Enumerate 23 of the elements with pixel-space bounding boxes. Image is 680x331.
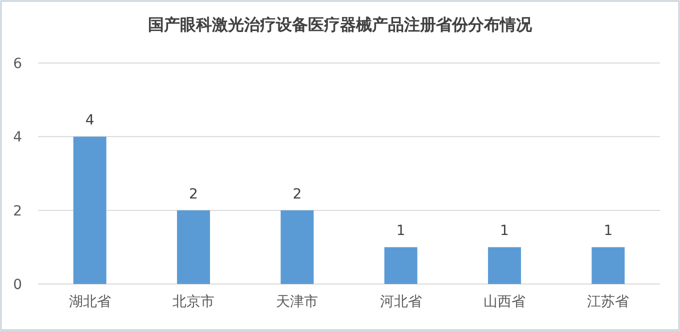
data-label: 2 [292, 186, 302, 202]
y-tick-label: 6 [13, 56, 22, 72]
bar [384, 247, 418, 284]
y-tick-label: 2 [13, 203, 22, 220]
bar [73, 136, 106, 284]
data-label: 1 [396, 223, 406, 240]
bar [280, 210, 314, 284]
chart-title: 国产眼科激光治疗设备医疗器械产品注册省份分布情况 [148, 15, 533, 34]
x-tick-label: 江苏省 [587, 294, 630, 310]
data-label: 2 [189, 186, 198, 202]
x-tick-label: 天津市 [276, 294, 318, 310]
bar [488, 247, 521, 284]
bar [177, 210, 210, 284]
data-label: 1 [500, 223, 509, 240]
x-tick-label: 河北省 [380, 294, 422, 310]
x-tick-label: 山西省 [484, 294, 526, 310]
x-tick-label: 北京市 [172, 294, 214, 310]
y-tick-label: 0 [13, 277, 22, 293]
x-tick-label: 湖北省 [68, 294, 111, 310]
y-tick-label: 4 [13, 130, 22, 146]
data-label: 4 [85, 112, 94, 129]
bar [592, 247, 625, 284]
data-label: 1 [604, 223, 613, 240]
